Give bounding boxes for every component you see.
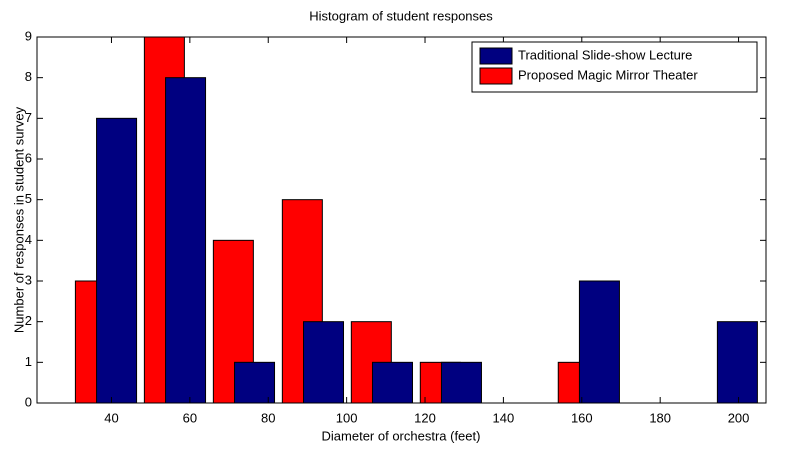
bar xyxy=(578,280,620,404)
y-tick-label: 6 xyxy=(25,150,32,165)
x-tick-label: 120 xyxy=(414,410,436,425)
y-tick-label: 2 xyxy=(25,313,32,328)
x-tick-label: 100 xyxy=(336,410,358,425)
y-tick-label: 3 xyxy=(25,272,32,287)
legend-swatch xyxy=(479,47,513,65)
y-tick-label: 7 xyxy=(25,110,32,125)
x-tick-label: 80 xyxy=(261,410,275,425)
y-tick-label: 1 xyxy=(25,354,32,369)
y-tick-label: 4 xyxy=(25,232,32,247)
bar xyxy=(165,77,207,404)
legend-box xyxy=(471,41,758,93)
chart-title: Histogram of student responses xyxy=(309,8,493,23)
legend-label: Proposed Magic Mirror Theater xyxy=(518,67,698,82)
x-axis-label: Diameter of orchestra (feet) xyxy=(322,428,481,443)
bar xyxy=(303,321,345,404)
y-tick-label: 0 xyxy=(25,394,32,409)
bar xyxy=(716,321,758,404)
plot-frame xyxy=(36,36,767,404)
x-tick-label: 40 xyxy=(104,410,118,425)
bar xyxy=(234,361,276,404)
bar xyxy=(96,117,138,404)
y-tick-label: 9 xyxy=(25,28,32,43)
legend-label: Traditional Slide-show Lecture xyxy=(518,47,692,62)
x-tick-label: 160 xyxy=(571,410,593,425)
x-tick-label: 140 xyxy=(493,410,515,425)
bar xyxy=(371,361,413,404)
y-axis-label: Number of responses in student survey xyxy=(11,106,26,333)
y-tick-label: 5 xyxy=(25,191,32,206)
legend-swatch xyxy=(479,67,513,85)
x-tick-label: 180 xyxy=(649,410,671,425)
x-tick-label: 60 xyxy=(183,410,197,425)
x-tick-label: 200 xyxy=(728,410,750,425)
bar xyxy=(440,361,482,404)
y-tick-label: 8 xyxy=(25,69,32,84)
